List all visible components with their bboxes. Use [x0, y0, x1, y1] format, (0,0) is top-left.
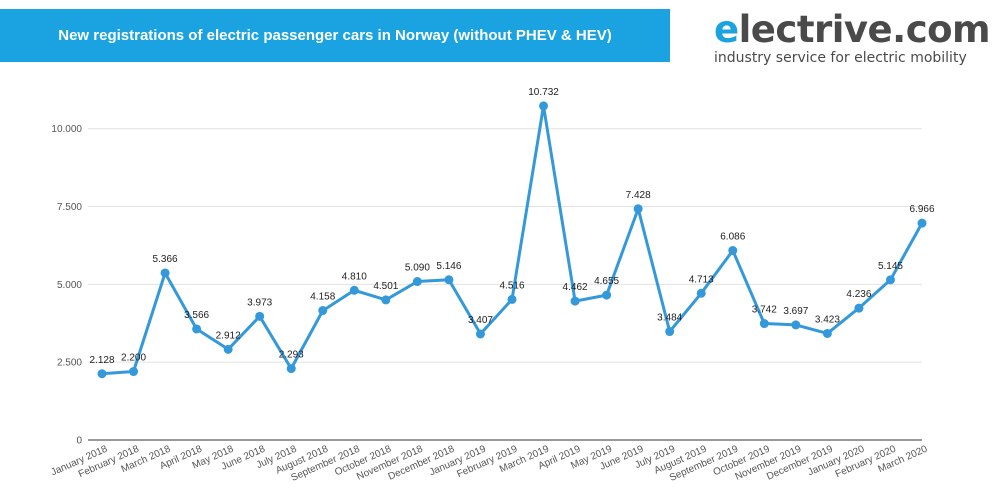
data-label: 4.516 — [499, 280, 524, 291]
brand-logo: electrive.com — [714, 8, 991, 51]
brand-logo-block: electrive.com industry service for elect… — [714, 8, 991, 67]
data-label: 4.810 — [342, 271, 367, 282]
brand-logo-text: lectrive.com — [738, 8, 991, 51]
data-point — [602, 290, 612, 300]
data-point — [444, 275, 454, 285]
data-label: 5.090 — [405, 263, 430, 274]
data-points — [97, 101, 927, 379]
data-label: 6.086 — [720, 232, 745, 243]
data-point — [570, 296, 580, 306]
data-point — [633, 204, 643, 214]
data-label: 3.973 — [247, 297, 272, 308]
y-tick-label: 2.500 — [57, 358, 82, 369]
data-point — [412, 277, 422, 287]
data-label: 2.128 — [89, 355, 114, 366]
data-label: 5.146 — [436, 261, 461, 272]
data-label: 4.462 — [563, 282, 588, 293]
data-label: 3.423 — [815, 314, 840, 325]
data-labels: 2.128 2.200 5.366 3.566 2.912 3.973 2.293 4.158… — [89, 87, 934, 366]
data-point — [192, 324, 202, 334]
y-tick-label: 10.000 — [51, 124, 82, 135]
data-label: 3.484 — [657, 313, 682, 324]
data-label: 4.655 — [594, 276, 619, 287]
data-label: 4.713 — [689, 274, 714, 285]
data-point — [475, 329, 485, 339]
data-point — [97, 369, 107, 379]
gridlines — [88, 128, 922, 441]
data-label: 4.236 — [846, 289, 871, 300]
data-point — [885, 275, 895, 285]
data-label: 5.145 — [878, 261, 903, 272]
data-point — [696, 288, 706, 298]
data-point — [854, 303, 864, 313]
data-label: 10.732 — [528, 87, 559, 98]
data-point — [349, 285, 359, 295]
y-tick-label: 7.500 — [57, 202, 82, 213]
chart-title: New registrations of electric passenger … — [58, 27, 612, 44]
y-axis-ticks: 0 2.500 5.000 7.500 10.000 — [51, 124, 82, 446]
data-point — [381, 295, 391, 305]
data-point — [791, 320, 801, 330]
data-label: 4.501 — [373, 281, 398, 292]
data-label: 3.566 — [184, 310, 209, 321]
data-point — [255, 311, 265, 321]
data-point — [160, 268, 170, 278]
data-point — [539, 101, 549, 111]
data-label: 5.366 — [153, 254, 178, 265]
brand-logo-accent: e — [714, 8, 739, 51]
data-label: 7.428 — [626, 190, 651, 201]
data-label: 4.158 — [310, 292, 335, 303]
chart-title-banner: New registrations of electric passenger … — [0, 9, 670, 62]
y-tick-label: 0 — [76, 436, 82, 447]
data-point — [129, 367, 139, 377]
data-point — [759, 319, 769, 329]
data-point — [223, 344, 233, 354]
data-point — [507, 294, 517, 304]
data-label: 3.697 — [783, 306, 808, 317]
data-label: 3.742 — [752, 305, 777, 316]
data-label: 2.200 — [121, 353, 146, 364]
y-tick-label: 5.000 — [57, 280, 82, 291]
brand-tagline: industry service for electric mobility — [714, 50, 967, 66]
data-point — [665, 327, 675, 337]
data-label: 3.407 — [468, 315, 493, 326]
data-point — [917, 218, 927, 228]
data-point — [318, 306, 328, 316]
data-point — [286, 364, 296, 374]
data-label: 2.912 — [216, 330, 241, 341]
data-label: 6.966 — [909, 204, 934, 215]
data-label: 2.293 — [279, 350, 304, 361]
data-point — [728, 246, 738, 256]
data-point — [822, 328, 832, 338]
